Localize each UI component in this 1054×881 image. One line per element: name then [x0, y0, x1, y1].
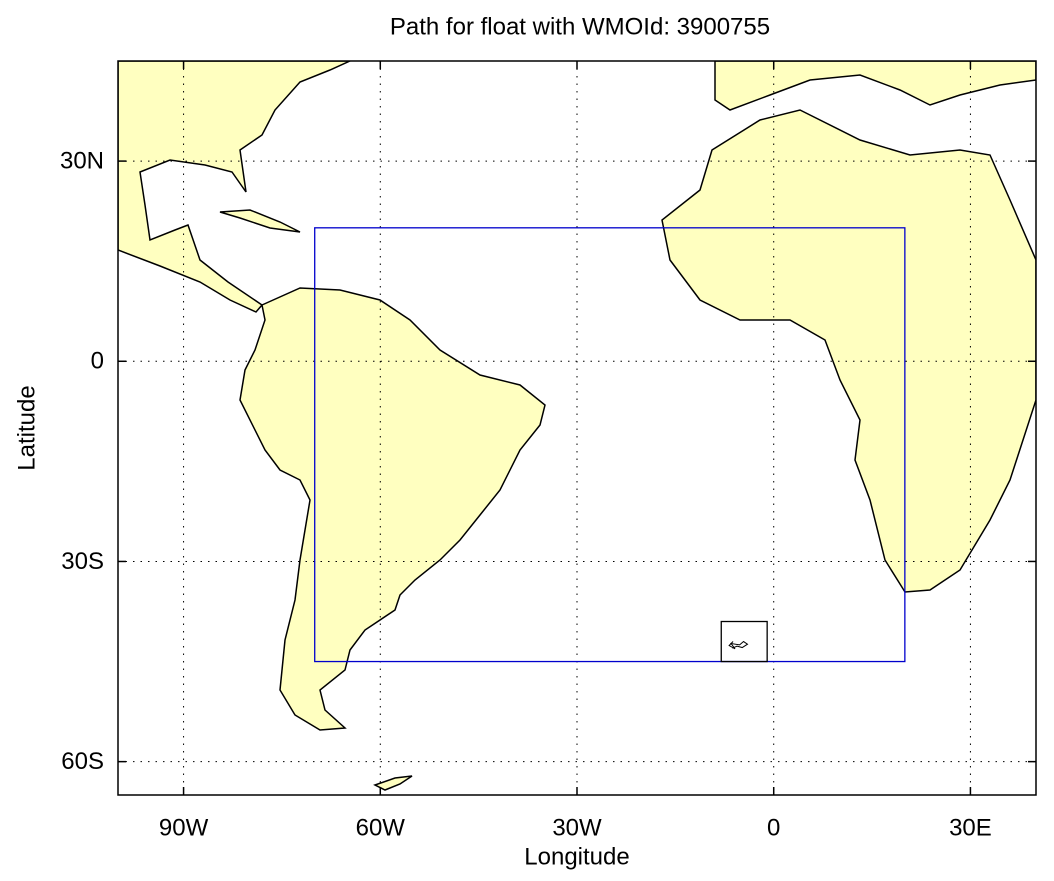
- x-tick-label: 0: [767, 814, 780, 841]
- europe: [714, 61, 1036, 111]
- chart-title: Path for float with WMOId: 3900755: [390, 13, 770, 40]
- region-box: [720, 620, 768, 663]
- x-tick-label: 30W: [552, 814, 602, 841]
- x-tick-label: 30E: [949, 814, 992, 841]
- plot-frame: [117, 60, 1037, 796]
- y-tick-label: 30N: [60, 147, 104, 174]
- float-track: [728, 640, 749, 650]
- south-america: [239, 287, 546, 731]
- y-axis-label: Latitude: [13, 385, 40, 470]
- north-america: [118, 61, 351, 313]
- y-tick-label: 60S: [61, 748, 104, 775]
- antarctic-islands: [373, 775, 413, 791]
- x-axis-label: Longitude: [524, 843, 629, 870]
- africa: [661, 109, 1036, 593]
- region-box: [314, 227, 906, 663]
- grid-layer: [118, 61, 1036, 795]
- x-tick-label: 60W: [356, 814, 406, 841]
- land-layer: [118, 61, 1036, 791]
- cuba: [219, 209, 301, 233]
- y-tick-label: 0: [91, 348, 104, 375]
- x-tick-label: 90W: [159, 814, 209, 841]
- y-tick-label: 30S: [61, 548, 104, 575]
- data-layer: [314, 227, 906, 663]
